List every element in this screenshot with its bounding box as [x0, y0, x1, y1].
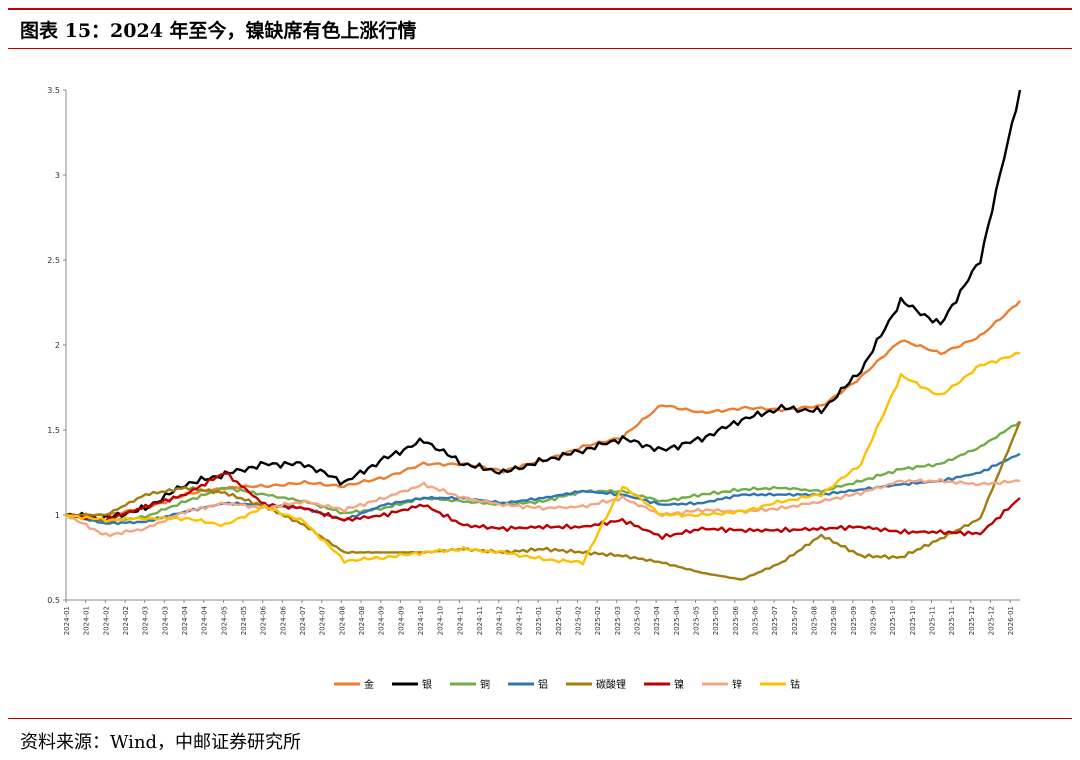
legend-label-3: 铜 — [480, 679, 490, 691]
x-tick-label: 2025-07 — [771, 606, 779, 635]
x-tick-label: 2024-08 — [358, 606, 366, 635]
x-tick-label: 2024-02 — [122, 606, 130, 635]
x-tick-label: 2024-07 — [319, 606, 327, 635]
series-line-7 — [65, 477, 1021, 538]
x-tick-label: 2025-01 — [535, 606, 543, 635]
x-tick-label: 2024-02 — [102, 606, 110, 635]
series-line-2 — [65, 89, 1022, 522]
x-tick-label: 2025-01 — [555, 606, 563, 635]
x-tick-label: 2024-05 — [220, 606, 228, 635]
x-tick-label: 2024-04 — [201, 605, 209, 635]
legend-label-6: 镍 — [674, 678, 684, 691]
x-tick-label: 2024-03 — [161, 606, 169, 635]
legend-label-1: 金 — [364, 678, 374, 691]
x-tick-label: 2025-04 — [653, 605, 661, 635]
x-tick-label: 2025-10 — [909, 606, 917, 635]
x-tick-label: 2025-02 — [594, 606, 602, 635]
series-line-5 — [65, 421, 1022, 581]
x-tick-label: 2024-07 — [299, 606, 307, 635]
x-tick-label: 2025-07 — [791, 606, 799, 635]
series-line-6 — [65, 472, 1021, 540]
x-tick-label: 2024-01 — [83, 606, 91, 635]
x-tick-label: 2025-10 — [889, 606, 897, 635]
x-tick-label: 2025-05 — [692, 606, 700, 635]
legend-label-7: 锌 — [732, 678, 742, 691]
x-tick-label: 2024-10 — [437, 606, 445, 635]
title-rule — [8, 48, 1072, 49]
series-line-3 — [65, 420, 1021, 524]
x-tick-label: 2025-06 — [732, 605, 740, 635]
x-tick-label: 2024-03 — [142, 606, 150, 635]
x-tick-label: 2025-08 — [830, 606, 838, 635]
y-tick-label: 2.5 — [47, 256, 60, 265]
x-tick-label: 2025-04 — [673, 605, 681, 635]
y-tick-label: 3 — [55, 171, 60, 180]
y-tick-label: 2 — [55, 341, 60, 350]
x-tick-label: 2025-05 — [712, 606, 720, 635]
x-tick-label: 2024-06 — [260, 605, 268, 635]
legend-label-5: 碳酸锂 — [596, 678, 626, 691]
y-tick-label: 1 — [55, 511, 60, 520]
x-tick-label: 2024-05 — [240, 606, 248, 635]
x-tick-label: 2025-08 — [810, 606, 818, 635]
x-tick-label: 2024-11 — [476, 606, 484, 635]
series-line-8 — [65, 351, 1021, 566]
legend-label-2: 银 — [422, 678, 432, 691]
top-rule — [8, 8, 1072, 10]
x-tick-label: 2025-12 — [987, 606, 995, 635]
x-tick-label: 2024-06 — [279, 605, 287, 635]
source-note: 资料来源：Wind，中邮证券研究所 — [20, 732, 302, 753]
x-tick-label: 2024-09 — [378, 606, 386, 635]
bottom-rule — [8, 718, 1072, 719]
x-tick-label: 2025-03 — [633, 606, 641, 635]
x-tick-label: 2025-03 — [614, 606, 622, 635]
x-tick-label: 2026-01 — [1007, 606, 1015, 635]
x-tick-label: 2025-11 — [948, 606, 956, 635]
series-line-1 — [65, 300, 1021, 518]
x-tick-label: 2025-06 — [751, 605, 759, 635]
y-tick-label: 0.5 — [47, 596, 60, 605]
chart-title: 图表 15：2024 年至今，镍缺席有色上涨行情 — [20, 20, 417, 42]
x-tick-label: 2025-02 — [574, 606, 582, 635]
y-tick-label: 1.5 — [47, 426, 60, 435]
legend-label-8: 钴 — [790, 679, 800, 691]
legend-label-4: 铝 — [538, 679, 548, 691]
x-tick-label: 2025-09 — [850, 606, 858, 635]
x-tick-label: 2024-10 — [417, 606, 425, 635]
x-tick-label: 2025-11 — [928, 606, 936, 635]
line-chart: 0.5 1 1.5 2 2.5 3 3.5 2024-01 2024-01 2024-02 2024… — [47, 86, 1022, 691]
x-tick-label: 2025-12 — [968, 606, 976, 635]
y-tick-label: 3.5 — [47, 86, 60, 95]
x-tick-label: 2025-09 — [869, 606, 877, 635]
x-tick-label: 2024-04 — [181, 605, 189, 635]
x-tick-label: 2024-01 — [63, 606, 71, 635]
x-tick-label: 2024-12 — [515, 606, 523, 635]
x-tick-label: 2024-12 — [496, 606, 504, 635]
x-tick-label: 2024-11 — [456, 606, 464, 635]
x-tick-label: 2024-08 — [338, 606, 346, 635]
x-tick-label: 2024-09 — [397, 606, 405, 635]
